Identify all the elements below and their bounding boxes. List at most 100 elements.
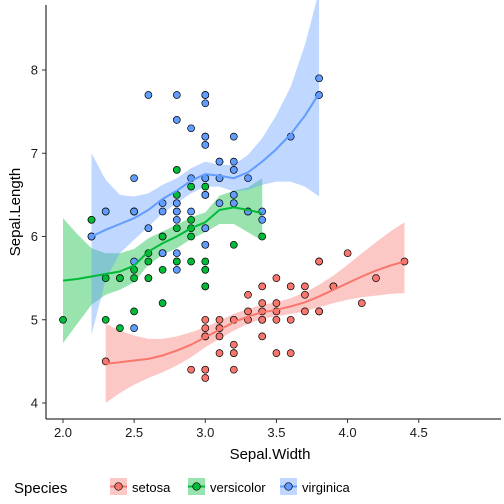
data-point-virginica bbox=[244, 174, 252, 183]
legend-label-versicolor: versicolor bbox=[210, 480, 266, 495]
data-point-setosa bbox=[229, 349, 238, 357]
data-point-virginica bbox=[215, 199, 224, 208]
data-point-setosa bbox=[357, 299, 366, 307]
data-point-versicolor bbox=[144, 257, 153, 266]
data-point-setosa bbox=[315, 307, 323, 316]
data-point-versicolor bbox=[130, 274, 138, 282]
data-point-setosa bbox=[215, 332, 224, 341]
data-point-versicolor bbox=[172, 166, 181, 174]
data-point-versicolor bbox=[59, 315, 67, 324]
smooth-line-versicolor bbox=[62, 206, 263, 282]
data-point-versicolor bbox=[201, 182, 210, 191]
data-point-versicolor bbox=[201, 265, 210, 274]
data-point-setosa bbox=[187, 365, 195, 374]
data-point-virginica bbox=[172, 207, 181, 216]
data-point-virginica bbox=[201, 224, 210, 233]
data-point-setosa bbox=[301, 290, 309, 299]
axes: Sepal.Width Sepal.Length 2.0 2.5 3.0 3.5 4.0… bbox=[7, 5, 501, 463]
data-point-versicolor bbox=[187, 215, 195, 224]
data-point-versicolor bbox=[158, 232, 167, 241]
data-point-setosa bbox=[244, 307, 252, 316]
data-point-setosa bbox=[272, 349, 281, 357]
data-point-setosa bbox=[215, 315, 224, 324]
data-point-setosa bbox=[286, 349, 295, 357]
y-tick-label: 8 bbox=[31, 63, 38, 78]
data-point-setosa bbox=[272, 315, 281, 324]
data-point-versicolor bbox=[187, 182, 195, 191]
smooth-line-virginica bbox=[91, 92, 320, 238]
data-point-versicolor bbox=[87, 215, 96, 224]
data-point-setosa bbox=[201, 324, 210, 332]
data-point-virginica bbox=[229, 166, 238, 174]
data-point-virginica bbox=[172, 199, 181, 208]
data-point-virginica bbox=[229, 157, 238, 166]
legend-title: Species bbox=[14, 480, 67, 497]
data-point-virginica bbox=[144, 91, 153, 99]
data-point-virginica bbox=[201, 91, 210, 99]
data-point-setosa bbox=[258, 315, 267, 324]
data-point-setosa bbox=[272, 299, 281, 307]
data-point-setosa bbox=[343, 249, 352, 258]
data-point-setosa bbox=[201, 365, 210, 374]
x-tick-label: 4.5 bbox=[410, 425, 428, 440]
confidence-band-versicolor bbox=[63, 178, 263, 344]
y-axis-title: Sepal.Length bbox=[7, 168, 24, 256]
data-point-virginica bbox=[187, 207, 195, 216]
data-point-versicolor bbox=[201, 282, 210, 291]
data-point-versicolor bbox=[116, 274, 124, 282]
data-point-versicolor bbox=[187, 232, 195, 241]
data-point-virginica bbox=[130, 174, 138, 183]
data-point-virginica bbox=[130, 324, 138, 332]
data-point-virginica bbox=[158, 249, 167, 258]
data-point-versicolor bbox=[187, 257, 195, 266]
y-tick-label: 6 bbox=[31, 229, 38, 244]
data-point-virginica bbox=[172, 249, 181, 258]
data-point-virginica bbox=[229, 132, 238, 141]
data-point-virginica bbox=[201, 99, 210, 108]
x-axis-title: Sepal.Width bbox=[230, 446, 311, 463]
data-point-versicolor bbox=[172, 224, 181, 233]
data-point-virginica bbox=[172, 91, 181, 99]
data-point-virginica bbox=[130, 207, 138, 216]
data-point-virginica bbox=[201, 191, 210, 199]
data-point-virginica bbox=[158, 207, 167, 216]
data-point-setosa bbox=[201, 315, 210, 324]
y-tick-label: 4 bbox=[31, 396, 38, 411]
data-point-setosa bbox=[372, 274, 380, 282]
data-point-versicolor bbox=[258, 232, 267, 241]
data-point-versicolor bbox=[101, 274, 110, 282]
data-point-setosa bbox=[286, 315, 295, 324]
data-point-versicolor bbox=[229, 240, 238, 249]
data-point-setosa bbox=[272, 274, 281, 282]
data-point-virginica bbox=[201, 240, 210, 249]
data-point-setosa bbox=[258, 332, 267, 341]
data-point-virginica bbox=[201, 132, 210, 141]
data-point-versicolor bbox=[101, 315, 110, 324]
data-point-setosa bbox=[244, 290, 252, 299]
x-tick-label: 2.0 bbox=[54, 425, 72, 440]
data-point-versicolor bbox=[158, 265, 167, 274]
confidence-band-setosa bbox=[105, 222, 405, 403]
plot-area bbox=[59, 0, 409, 403]
x-tick-label: 3.5 bbox=[267, 425, 285, 440]
data-point-virginica bbox=[229, 191, 238, 199]
data-point-setosa bbox=[258, 282, 267, 291]
data-point-virginica bbox=[258, 215, 267, 224]
data-point-setosa bbox=[301, 307, 309, 316]
data-point-setosa bbox=[229, 340, 238, 349]
data-point-virginica bbox=[144, 224, 153, 233]
data-point-virginica bbox=[315, 74, 323, 83]
data-point-virginica bbox=[229, 199, 238, 208]
data-point-versicolor bbox=[116, 324, 124, 332]
data-point-versicolor bbox=[172, 257, 181, 266]
legend: Species setosa versicolor virginica bbox=[14, 478, 350, 497]
data-point-versicolor bbox=[201, 257, 210, 266]
smooth-line-setosa bbox=[105, 260, 405, 365]
data-point-virginica bbox=[172, 116, 181, 124]
x-tick-label: 3.0 bbox=[196, 425, 214, 440]
data-point-virginica bbox=[101, 207, 110, 216]
y-tick-label: 7 bbox=[31, 146, 38, 161]
data-point-virginica bbox=[258, 207, 267, 216]
data-point-versicolor bbox=[158, 299, 167, 307]
data-point-virginica bbox=[201, 141, 210, 149]
